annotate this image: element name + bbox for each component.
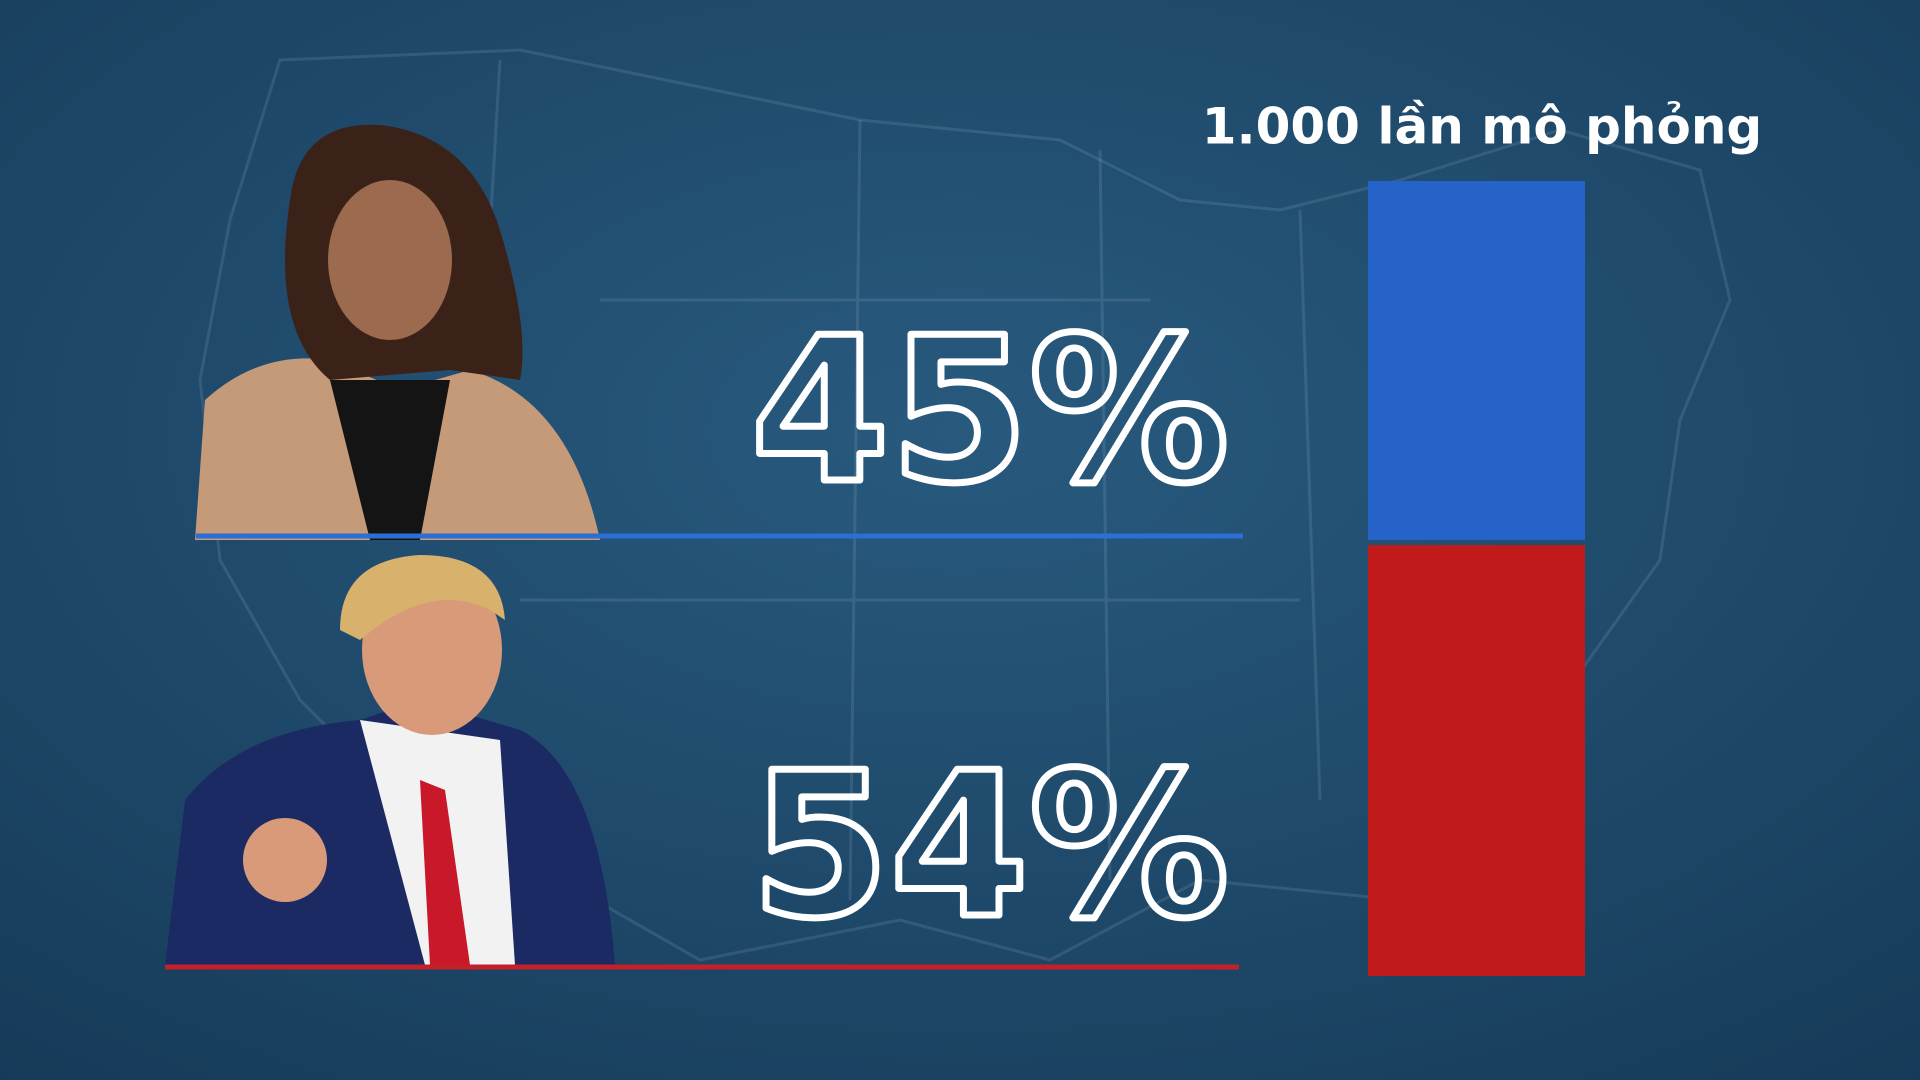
portrait-1 <box>195 124 600 540</box>
bar-segment <box>1368 181 1585 541</box>
value-label: 45% <box>751 295 1230 528</box>
bar-segment <box>1368 545 1585 976</box>
portrait-2 <box>165 555 615 965</box>
value-label: 54% <box>751 730 1230 963</box>
chart-title: 1.000 lần mô phỏng <box>1202 98 1762 156</box>
